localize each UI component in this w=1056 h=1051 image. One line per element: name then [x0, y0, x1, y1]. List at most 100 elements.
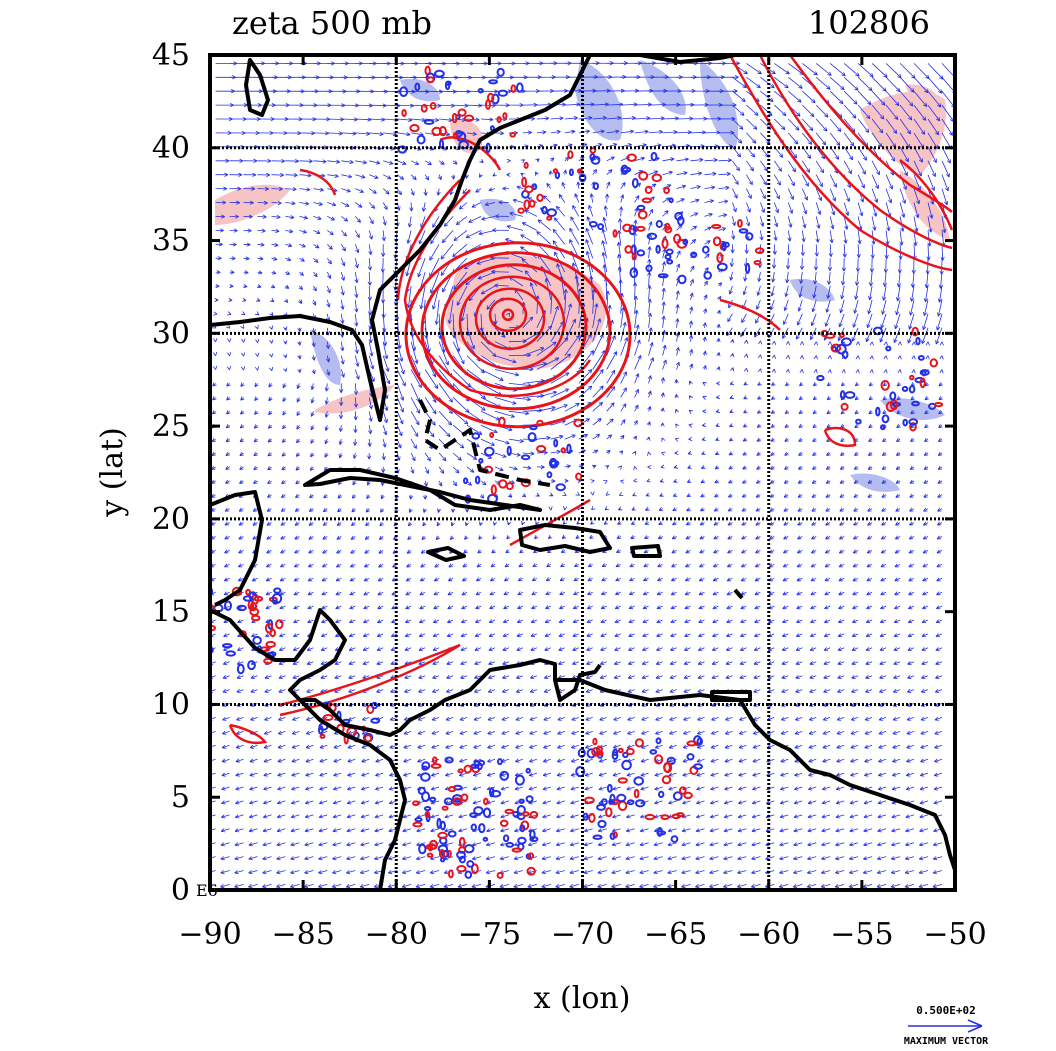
small-contour: [447, 786, 457, 793]
wind-vector: [936, 521, 943, 526]
wind-vector: [606, 169, 613, 175]
wind-vector: [857, 77, 873, 92]
wind-vector: [321, 605, 328, 610]
wind-vector: [811, 465, 817, 470]
wind-vector: [728, 451, 734, 456]
wind-vector: [291, 730, 300, 735]
wind-vector: [239, 479, 244, 484]
wind-vector: [550, 449, 561, 455]
wind-vector: [597, 883, 607, 889]
wind-vector: [468, 216, 482, 223]
small-contour: [567, 150, 574, 160]
small-contour: [499, 819, 509, 827]
wind-vector: [869, 258, 874, 273]
small-contour: [399, 86, 409, 97]
wind-vector: [689, 292, 694, 301]
wind-vector: [647, 312, 653, 328]
wind-vector: [494, 131, 504, 136]
wind-vector: [709, 884, 719, 889]
wind-vector: [743, 367, 748, 373]
wind-vector: [375, 758, 384, 763]
wind-vector: [824, 313, 831, 327]
wind-vector: [229, 214, 239, 219]
wind-vector: [865, 688, 873, 693]
wind-vector: [681, 828, 691, 833]
wind-vector: [346, 856, 356, 861]
wind-vector: [853, 479, 859, 484]
wind-vector: [348, 675, 356, 679]
y-tick-label: 45: [152, 38, 190, 73]
wind-vector: [335, 619, 342, 624]
wind-vector: [688, 380, 693, 385]
wind-vector: [592, 129, 605, 134]
wind-vector: [675, 304, 680, 314]
wind-vector: [544, 675, 551, 679]
wind-vector: [868, 437, 873, 442]
wind-vector: [802, 104, 815, 118]
small-contour: [549, 457, 558, 469]
wind-vector: [726, 633, 733, 638]
wind-vector: [813, 355, 818, 360]
wind-vector: [586, 619, 593, 624]
wind-vector: [271, 242, 279, 247]
wind-vector: [368, 230, 373, 240]
wind-vector: [881, 465, 887, 470]
wind-vector: [729, 272, 734, 281]
wind-vector: [795, 675, 803, 679]
wind-vector: [730, 353, 735, 358]
wind-vector: [751, 870, 761, 875]
small-contour: [225, 650, 236, 657]
wind-vector: [436, 188, 441, 196]
small-contour: [626, 153, 637, 162]
wind-vector: [662, 130, 678, 135]
wind-vector: [667, 828, 677, 833]
wind-vector: [241, 352, 246, 357]
wind-vector: [293, 563, 300, 568]
wind-vector: [516, 619, 524, 624]
wind-vector: [737, 856, 747, 861]
wind-vector: [548, 170, 553, 175]
wind-vector: [456, 285, 468, 306]
wind-vector: [851, 675, 859, 679]
wind-vector: [474, 619, 482, 624]
wind-vector: [868, 285, 873, 301]
wind-vector: [648, 208, 654, 217]
wind-vector: [268, 396, 273, 402]
wind-vector: [222, 716, 230, 721]
wind-vector: [715, 437, 720, 441]
wind-vector: [913, 146, 923, 163]
wind-vector: [611, 884, 621, 889]
small-contour: [634, 738, 645, 748]
small-contour: [552, 168, 559, 174]
wind-vector: [360, 828, 370, 833]
wind-vector: [397, 132, 411, 137]
wind-vector: [879, 661, 887, 665]
wind-vector: [757, 381, 762, 386]
wind-vector: [396, 438, 402, 449]
wind-vector: [549, 492, 554, 497]
small-contour: [816, 374, 825, 382]
wind-vector: [324, 383, 329, 392]
wind-vector: [355, 117, 372, 122]
wind-vector: [326, 257, 332, 265]
wind-vector: [740, 563, 747, 568]
wind-vector: [655, 716, 663, 721]
wind-vector: [891, 786, 901, 791]
wind-vector: [350, 535, 356, 540]
wind-vector: [292, 675, 300, 679]
wind-vector: [711, 647, 719, 651]
wind-vector: [592, 385, 604, 398]
small-contour: [703, 271, 713, 280]
wind-vector: [739, 647, 747, 651]
wind-vector: [751, 856, 761, 861]
wind-vector: [222, 661, 230, 665]
wind-vector: [883, 369, 888, 374]
wind-vector: [742, 437, 748, 442]
wind-vector: [374, 828, 384, 833]
shaded-region: [310, 330, 341, 385]
wind-vector: [799, 258, 805, 270]
small-contour: [444, 756, 454, 764]
wind-vector: [904, 856, 915, 861]
wind-vector: [215, 242, 223, 247]
wind-vector: [473, 716, 482, 721]
